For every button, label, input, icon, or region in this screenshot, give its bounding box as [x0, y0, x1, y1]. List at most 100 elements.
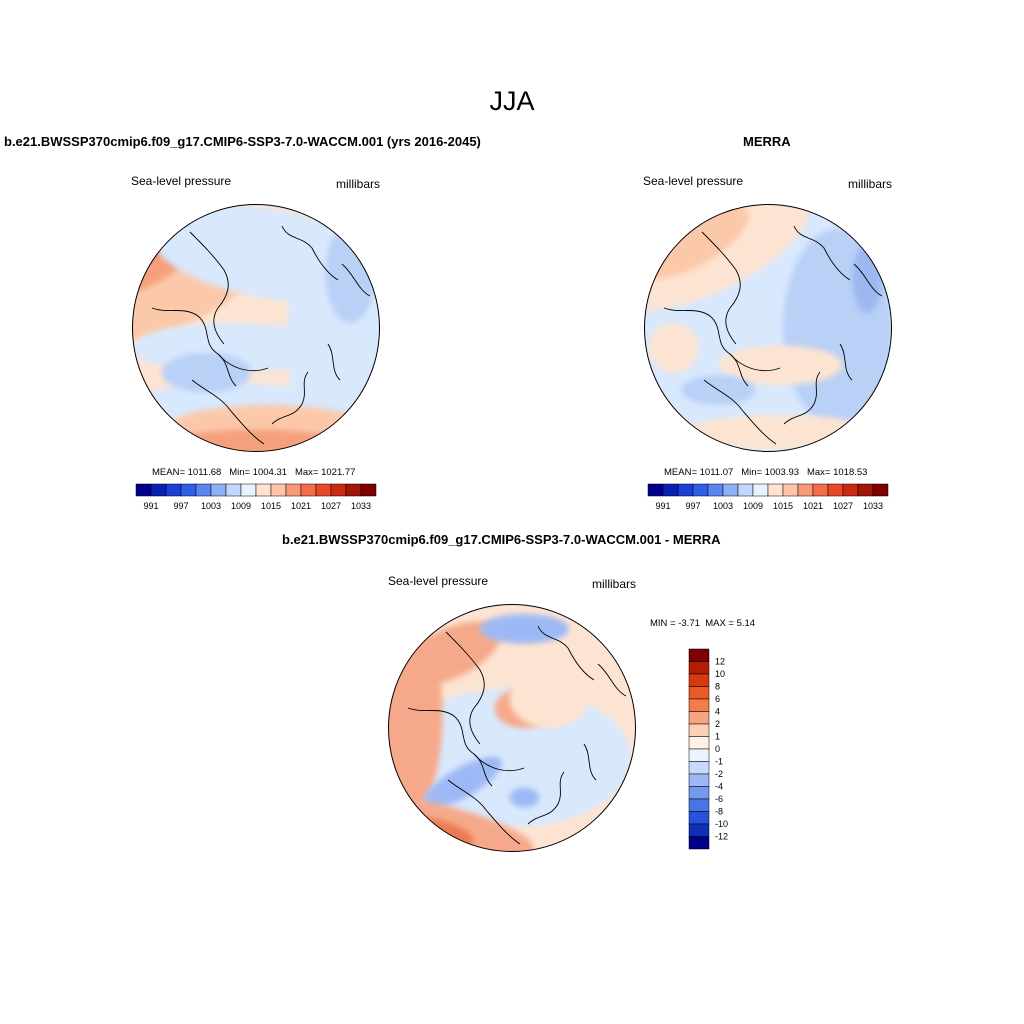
diff-polar-map — [388, 604, 636, 852]
model-units-label: millibars — [336, 177, 381, 191]
colorbar-tick-label: 991 — [655, 501, 670, 511]
colorbar-tick-label: 4 — [715, 707, 720, 717]
colorbar-tick-label: 1027 — [833, 501, 853, 511]
coastline-2 — [407, 707, 493, 787]
colorbar-box-14 — [345, 483, 362, 497]
model-mean: MEAN= 1011.68 — [152, 467, 222, 478]
coastline-3 — [729, 353, 781, 372]
coastline-7 — [853, 263, 883, 297]
colorbar-tick-label: 8 — [715, 682, 720, 692]
colorbar-box-0 — [688, 648, 710, 662]
colorbar-box-6 — [688, 723, 710, 737]
colorbar-tick-label: 991 — [143, 501, 158, 511]
colorbar-box-4 — [195, 483, 212, 497]
colorbar-box-4 — [707, 483, 724, 497]
map-field-region-6 — [686, 414, 875, 450]
model-stats: MEAN= 1011.68 Min= 1004.31 Max= 1021.77 — [152, 467, 355, 478]
colorbar-tick-label: 1003 — [713, 501, 733, 511]
colorbar-tick-label: -10 — [715, 819, 728, 829]
coastline-1 — [537, 625, 595, 681]
map-field-region-4 — [648, 323, 699, 373]
colorbar-box-7 — [240, 483, 257, 497]
colorbar-tick-label: 1033 — [351, 501, 371, 511]
colorbar-tick-label: 10 — [715, 669, 725, 679]
colorbar-box-5 — [722, 483, 739, 497]
colorbar-box-3 — [180, 483, 197, 497]
map-boundary — [388, 604, 636, 852]
colorbar-box-1 — [662, 483, 679, 497]
colorbar-box-10 — [285, 483, 302, 497]
model-colorbar: 991 997 1003 1009 1015 1021 1027 1033 — [135, 483, 377, 511]
map-field-region-4 — [479, 613, 570, 644]
coastline-6 — [583, 743, 597, 781]
colorbar-box-14 — [857, 483, 874, 497]
obs-panel-title: MERRA — [743, 134, 791, 149]
colorbar-tick-label: 1003 — [201, 501, 221, 511]
model-variable-label: Sea-level pressure — [131, 174, 232, 188]
colorbar-box-12 — [315, 483, 332, 497]
coastline-4 — [703, 379, 777, 445]
colorbar-box-0 — [647, 483, 664, 497]
colorbar-box-11 — [300, 483, 317, 497]
colorbar-box-1 — [688, 661, 710, 675]
colorbar-tick-label: 12 — [715, 657, 725, 667]
colorbar-box-1 — [150, 483, 167, 497]
colorbar-box-6 — [737, 483, 754, 497]
model-max: Max= 1021.77 — [294, 467, 356, 478]
model-panel-title: b.e21.BWSSP370cmip6.f09_g17.CMIP6-SSP3-7… — [4, 134, 481, 149]
colorbar-tick-label: 2 — [715, 719, 720, 729]
map-boundary — [644, 204, 892, 452]
colorbar-tick-label: 1033 — [863, 501, 883, 511]
colorbar-tick-label: 997 — [173, 501, 188, 511]
map-field-region-8 — [161, 352, 252, 393]
colorbar-tick-label: -4 — [715, 782, 723, 792]
obs-variable-label: Sea-level pressure — [643, 174, 744, 188]
coastline-5 — [783, 371, 821, 425]
colorbar-tick-label: 1021 — [291, 501, 311, 511]
colorbar-tick-label: 1021 — [803, 501, 823, 511]
coastline-1 — [281, 225, 339, 281]
colorbar-box-15 — [688, 836, 710, 850]
coastline-6 — [327, 343, 341, 381]
obs-units-label: millibars — [848, 177, 893, 191]
colorbar-box-3 — [688, 686, 710, 700]
colorbar-tick-label: -6 — [715, 794, 723, 804]
diff-max: MAX = 5.14 — [705, 618, 756, 629]
colorbar-tick-label: -1 — [715, 757, 723, 767]
colorbar-box-7 — [752, 483, 769, 497]
map-field-region-2 — [782, 228, 892, 428]
colorbar-tick-label: 1009 — [743, 501, 763, 511]
colorbar-box-7 — [688, 736, 710, 750]
map-field-region-2 — [399, 621, 501, 686]
colorbar-tick-label: -8 — [715, 807, 723, 817]
colorbar-box-15 — [360, 483, 377, 497]
colorbar-tick-label: 1 — [715, 732, 720, 742]
colorbar-box-9 — [270, 483, 287, 497]
colorbar-box-4 — [688, 698, 710, 712]
colorbar-box-10 — [797, 483, 814, 497]
colorbar-box-3 — [692, 483, 709, 497]
colorbar-box-8 — [767, 483, 784, 497]
model-min: Min= 1004.31 — [229, 467, 288, 478]
coastline-1 — [793, 225, 851, 281]
colorbar-box-5 — [210, 483, 227, 497]
coastline-3 — [217, 353, 269, 372]
colorbar-box-2 — [677, 483, 694, 497]
colorbar-box-9 — [688, 761, 710, 775]
colorbar-box-5 — [688, 711, 710, 725]
coastline-7 — [597, 663, 627, 697]
coastline-7 — [341, 263, 371, 297]
coastline-0 — [701, 231, 741, 345]
colorbar-tick-label: 6 — [715, 694, 720, 704]
colorbar-box-0 — [135, 483, 152, 497]
colorbar-box-8 — [255, 483, 272, 497]
diff-stats: MIN = -3.71 MAX = 5.14 — [650, 618, 755, 629]
map-field-region-5 — [423, 756, 502, 809]
coastline-0 — [189, 231, 229, 345]
coastline-5 — [527, 771, 565, 825]
coastline-2 — [663, 307, 749, 387]
coastline-4 — [447, 779, 521, 845]
coastline-3 — [473, 753, 525, 772]
coastline-0 — [445, 631, 485, 745]
